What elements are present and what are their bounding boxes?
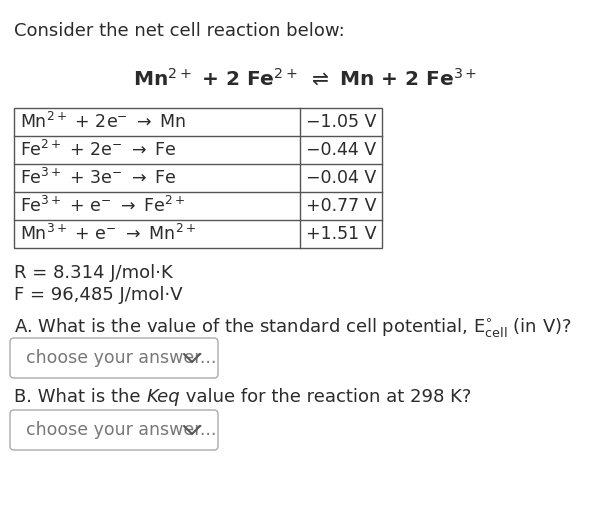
Text: choose your answer...: choose your answer... [26, 349, 217, 367]
Text: Consider the net cell reaction below:: Consider the net cell reaction below: [14, 22, 345, 40]
Text: A. What is the value of the standard cell potential, E$^{\circ}_{\mathregular{ce: A. What is the value of the standard cel… [14, 316, 572, 339]
Text: B. What is the: B. What is the [14, 388, 146, 406]
Text: Fe$^{3+}$ + e$^{-}$ $\rightarrow$ Fe$^{2+}$: Fe$^{3+}$ + e$^{-}$ $\rightarrow$ Fe$^{2… [20, 196, 185, 216]
Text: +0.77 V: +0.77 V [306, 197, 376, 215]
Text: Fe$^{2+}$ + 2e$^{-}$ $\rightarrow$ Fe: Fe$^{2+}$ + 2e$^{-}$ $\rightarrow$ Fe [20, 140, 176, 160]
Text: F = 96,485 J/mol·V: F = 96,485 J/mol·V [14, 286, 182, 304]
Text: Mn$^{3+}$ + e$^{-}$ $\rightarrow$ Mn$^{2+}$: Mn$^{3+}$ + e$^{-}$ $\rightarrow$ Mn$^{2… [20, 224, 196, 244]
Text: Keq: Keq [146, 388, 180, 406]
Text: −1.05 V: −1.05 V [306, 113, 376, 131]
Text: value for the reaction at 298 K?: value for the reaction at 298 K? [180, 388, 472, 406]
Bar [14, 108, 382, 248]
Text: Fe$^{3+}$ + 3e$^{-}$ $\rightarrow$ Fe: Fe$^{3+}$ + 3e$^{-}$ $\rightarrow$ Fe [20, 168, 176, 188]
Text: Mn$^{2+}$ + 2e$^{-}$ $\rightarrow$ Mn: Mn$^{2+}$ + 2e$^{-}$ $\rightarrow$ Mn [20, 112, 187, 132]
Text: choose your answer...: choose your answer... [26, 421, 217, 439]
FancyBboxPatch shape [10, 410, 218, 450]
Text: Mn$^{2+}$ + 2 Fe$^{2+}$ $\rightleftharpoons$ Mn + 2 Fe$^{3+}$: Mn$^{2+}$ + 2 Fe$^{2+}$ $\rightleftharpo… [133, 68, 477, 90]
Text: R = 8.314 J/mol·K: R = 8.314 J/mol·K [14, 264, 173, 282]
FancyBboxPatch shape [10, 338, 218, 378]
Text: +1.51 V: +1.51 V [306, 225, 376, 243]
Text: −0.44 V: −0.44 V [306, 141, 376, 159]
Text: −0.04 V: −0.04 V [306, 169, 376, 187]
